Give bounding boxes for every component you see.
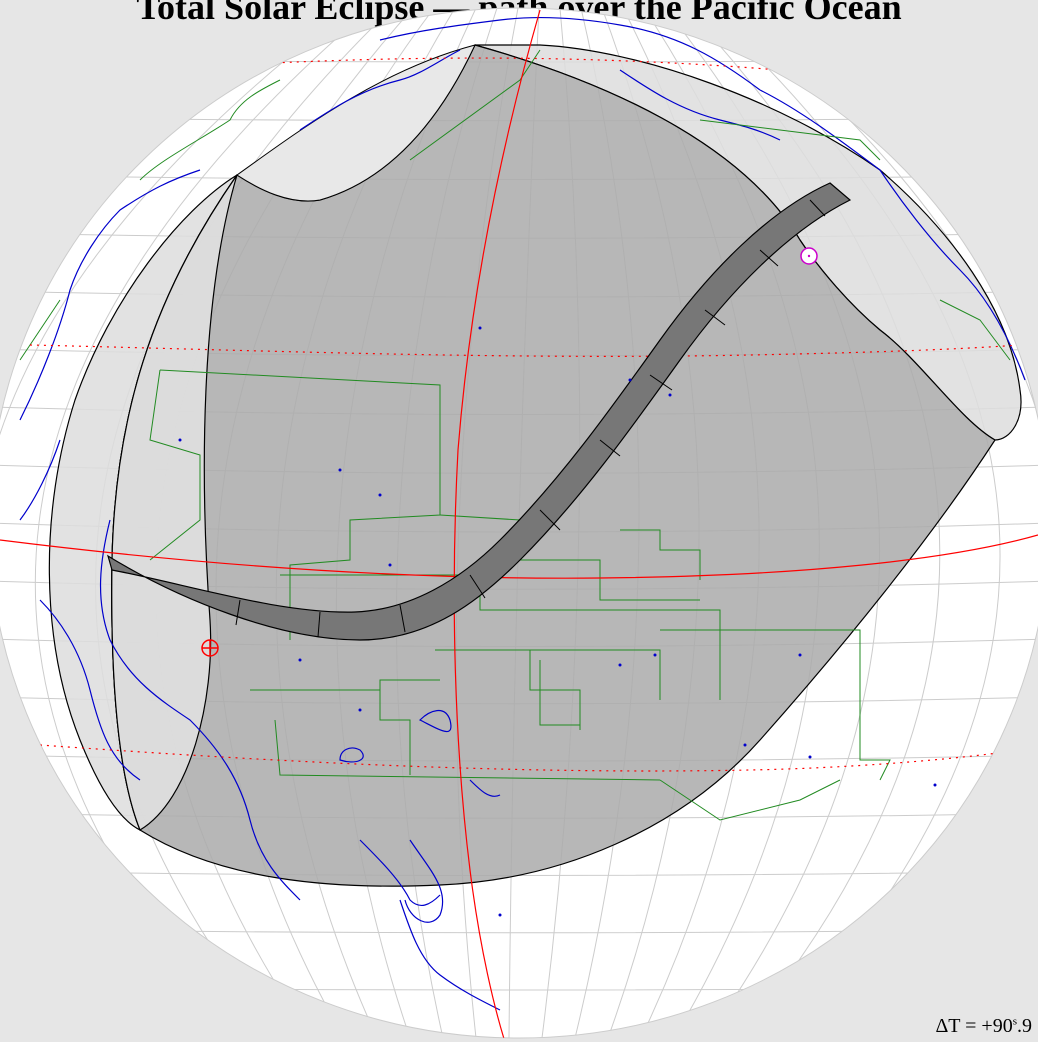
eclipse-end-marker (800, 247, 818, 265)
north-gap (236, 44, 476, 202)
delta-t-unit: s (1012, 1015, 1017, 1028)
delta-t-prefix: ΔT = +90 (935, 1015, 1013, 1037)
eclipse-start-marker (201, 639, 219, 657)
totality-path (107, 182, 852, 641)
small-islands (178, 326, 937, 917)
southwest-lens (111, 174, 238, 831)
coastlines (19, 16, 1026, 1011)
delta-t-label: ΔT = +90s.9 (935, 1015, 1032, 1038)
totality-path-ticks (235, 199, 826, 638)
delta-t-suffix: .9 (1017, 1015, 1032, 1037)
